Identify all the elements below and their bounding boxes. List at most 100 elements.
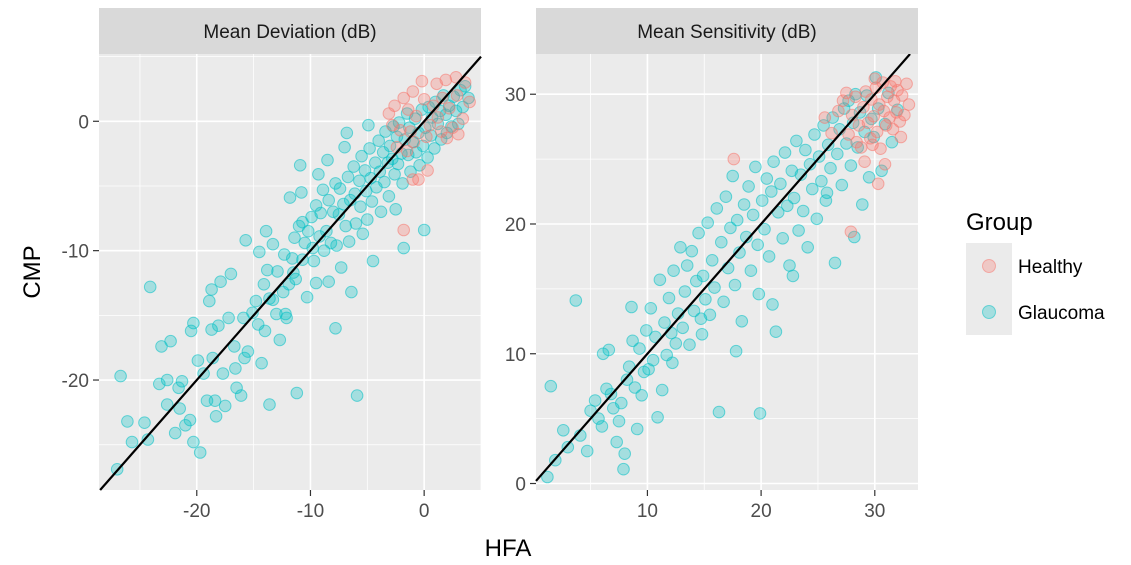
- data-point-glaucoma: [544, 379, 558, 393]
- data-point-glaucoma: [692, 226, 705, 240]
- data-point-healthy: [727, 152, 741, 166]
- data-point-glaucoma: [752, 287, 766, 301]
- data-point-glaucoma: [755, 194, 769, 207]
- y-axis-title: CMP: [19, 245, 46, 298]
- data-point-glaucoma: [592, 412, 605, 425]
- data-point-glaucoma: [561, 440, 575, 454]
- data-point-glaucoma: [674, 241, 687, 254]
- data-point-healthy: [832, 104, 845, 118]
- data-point-glaucoma: [737, 198, 751, 211]
- data-point-glaucoma: [345, 285, 358, 299]
- data-point-glaucoma: [229, 362, 242, 375]
- data-point-glaucoma: [224, 267, 238, 281]
- data-point-glaucoma: [749, 160, 762, 174]
- data-point-glaucoma: [341, 170, 355, 184]
- data-point-glaucoma: [703, 308, 717, 322]
- data-point-glaucoma: [322, 193, 336, 207]
- legend-item-glaucoma: Glaucoma: [966, 289, 1105, 335]
- data-point-glaucoma: [808, 128, 821, 141]
- data-point-glaucoma: [389, 203, 403, 216]
- data-point-healthy: [873, 98, 886, 111]
- data-point-glaucoma: [810, 212, 824, 226]
- legend-label: Healthy: [1018, 257, 1083, 278]
- data-point-glaucoma: [261, 263, 274, 277]
- scatter-points: [541, 71, 916, 484]
- legend-item-healthy: Healthy: [966, 243, 1083, 289]
- data-point-glaucoma: [806, 182, 819, 196]
- data-point-healthy: [874, 142, 887, 155]
- data-point-glaucoma: [701, 216, 715, 229]
- data-point-glaucoma: [662, 291, 676, 305]
- strip-background: [99, 8, 481, 54]
- data-point-glaucoma: [334, 261, 348, 274]
- panel-mean-deviation: Mean Deviation (dB) -20 -10 0 -20 -10 0: [62, 8, 482, 522]
- data-point-healthy: [417, 93, 431, 106]
- data-point-glaucoma: [708, 281, 721, 294]
- data-point-glaucoma: [239, 234, 252, 247]
- data-point-glaucoma: [362, 118, 375, 132]
- data-point-glaucoma: [307, 254, 321, 268]
- data-point-glaucoma: [288, 231, 301, 244]
- data-point-glaucoma: [316, 183, 330, 197]
- data-point-glaucoma: [349, 217, 363, 230]
- data-point-healthy: [840, 86, 853, 100]
- panel-title: Mean Deviation (dB): [203, 22, 376, 43]
- scatter-points: [110, 71, 476, 476]
- y-axis-ticks: 0 10 20 30: [505, 85, 536, 496]
- data-point-healthy: [431, 111, 445, 124]
- data-point-healthy: [871, 177, 885, 191]
- data-point-healthy: [902, 98, 916, 111]
- y-tick-label: 0: [78, 112, 89, 133]
- data-point-glaucoma: [721, 261, 735, 275]
- data-point-glaucoma: [364, 171, 378, 185]
- data-point-healthy: [842, 128, 855, 141]
- data-point-glaucoma: [337, 197, 350, 211]
- data-point-glaucoma: [332, 208, 346, 221]
- legend-title: Group: [966, 209, 1033, 236]
- data-point-healthy: [895, 89, 909, 102]
- data-point-glaucoma: [138, 416, 151, 430]
- data-point-glaucoma: [208, 394, 222, 408]
- data-point-glaucoma: [350, 389, 364, 402]
- data-point-glaucoma: [183, 413, 197, 427]
- data-point-healthy: [867, 110, 881, 123]
- data-point-glaucoma: [541, 470, 554, 484]
- data-point-glaucoma: [230, 381, 243, 395]
- data-point-healthy: [401, 103, 415, 116]
- data-point-glaucoma: [610, 435, 624, 449]
- data-point-glaucoma: [820, 186, 834, 200]
- data-point-healthy: [406, 85, 420, 98]
- data-point-glaucoma: [160, 398, 174, 411]
- data-point-glaucoma: [241, 345, 255, 358]
- data-point-glaucoma: [378, 175, 391, 189]
- data-point-glaucoma: [404, 165, 417, 178]
- data-point-glaucoma: [658, 316, 671, 329]
- data-point-glaucoma: [339, 219, 353, 233]
- data-point-healthy: [818, 111, 832, 124]
- data-point-glaucoma: [824, 161, 837, 175]
- data-point-glaucoma: [246, 306, 259, 320]
- data-point-healthy: [412, 173, 425, 186]
- data-point-glaucoma: [626, 334, 639, 348]
- data-point-glaucoma: [717, 295, 730, 309]
- y-tick-label: 20: [505, 215, 526, 236]
- data-point-glaucoma: [295, 186, 308, 199]
- data-point-glaucoma: [687, 304, 701, 318]
- data-point-glaucoma: [815, 174, 828, 188]
- data-point-glaucoma: [313, 230, 326, 243]
- data-point-glaucoma: [283, 191, 297, 204]
- data-point-healthy: [879, 119, 893, 132]
- data-point-glaucoma: [153, 377, 166, 391]
- data-point-glaucoma: [710, 202, 724, 215]
- data-point-glaucoma: [803, 158, 817, 171]
- data-point-glaucoma: [271, 265, 284, 278]
- data-point-glaucoma: [222, 311, 235, 325]
- data-point-glaucoma: [322, 275, 336, 289]
- data-point-glaucoma: [595, 420, 609, 433]
- data-point-glaucoma: [617, 462, 630, 476]
- data-point-glaucoma: [765, 185, 778, 198]
- data-point-glaucoma: [630, 422, 644, 436]
- data-point-glaucoma: [801, 241, 815, 254]
- data-point-healthy: [439, 73, 453, 87]
- data-point-healthy: [450, 89, 464, 102]
